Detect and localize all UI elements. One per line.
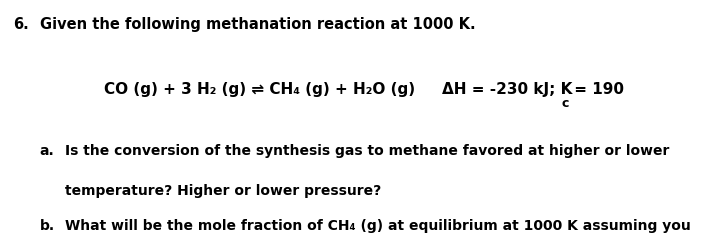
Text: c: c — [562, 97, 569, 110]
Text: = 190: = 190 — [569, 82, 624, 97]
Text: temperature? Higher or lower pressure?: temperature? Higher or lower pressure? — [65, 184, 381, 198]
Text: a.: a. — [40, 144, 55, 158]
Text: b.: b. — [40, 219, 55, 233]
Text: Is the conversion of the synthesis gas to methane favored at higher or lower: Is the conversion of the synthesis gas t… — [65, 144, 669, 158]
Text: ΔH = -230 kJ; K: ΔH = -230 kJ; K — [442, 82, 572, 97]
Text: 6.: 6. — [13, 17, 29, 32]
Text: Given the following methanation reaction at 1000 K.: Given the following methanation reaction… — [40, 17, 475, 32]
Text: What will be the mole fraction of CH₄ (g) at equilibrium at 1000 K assuming you: What will be the mole fraction of CH₄ (g… — [65, 219, 690, 233]
Text: CO (g) + 3 H₂ (g) ⇌ CH₄ (g) + H₂O (g): CO (g) + 3 H₂ (g) ⇌ CH₄ (g) + H₂O (g) — [104, 82, 416, 97]
